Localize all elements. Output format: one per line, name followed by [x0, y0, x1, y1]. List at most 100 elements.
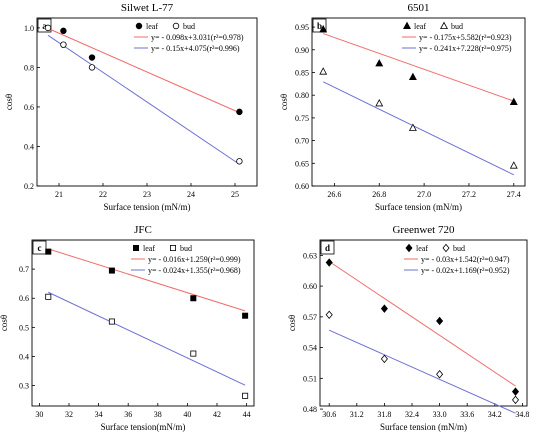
x-tick-label: 27.0 [417, 190, 431, 199]
leaf-point [88, 54, 96, 61]
panel-a: Silwet L-77 a 21 22 23 24 25 0.2 0.4 0.6 0.8 1.0 Sur… [4, 2, 258, 212]
panel-letter: b [317, 21, 322, 31]
x-tick-label: 30.6 [322, 410, 336, 419]
bud-point [408, 123, 417, 131]
y-tick-label: 0.7 [19, 265, 29, 274]
legend-bud-equation: y= - 0.15x+4.075(r²=0.996) [151, 44, 240, 53]
leaf-point [319, 25, 328, 33]
bud-point [511, 395, 520, 405]
leaf-fit-line [48, 248, 246, 312]
y-tick-label: 0.65 [295, 159, 309, 168]
x-tick-label: 38 [154, 410, 162, 419]
bud-point [380, 354, 388, 364]
leaf-point [236, 108, 243, 116]
x-tick-label: 30 [35, 410, 43, 419]
bud-fit-line [322, 81, 515, 176]
leaf-point [45, 248, 52, 255]
panel-letter: a [42, 21, 47, 31]
leaf-point [325, 258, 333, 267]
x-tick-label: 31.8 [377, 410, 391, 419]
x-axis-label: Surface tension (mN/m) [104, 202, 191, 212]
leaf-point [190, 295, 197, 302]
y-tick-label: 0.80 [295, 91, 309, 100]
x-tick-label: 27.2 [462, 190, 476, 199]
legend-bud-equation: y= - 0.024x+1.355(r²=0.968) [148, 266, 241, 275]
panel-letter-box [320, 240, 335, 255]
x-tick-label: 40 [183, 410, 191, 419]
bud-point [190, 350, 197, 357]
y-tick-label: 0.51 [303, 374, 317, 383]
x-tick-label: 36 [124, 410, 132, 419]
panel-letter: d [325, 243, 330, 253]
plot-frame [311, 17, 526, 187]
y-tick-label: 0.60 [303, 282, 317, 291]
y-axis-label: cosθ [287, 315, 297, 331]
leaf-point [408, 72, 417, 81]
x-tick-label: 33.0 [433, 410, 447, 419]
legend-bud-marker [442, 243, 450, 253]
x-tick-label: 34.2 [488, 410, 502, 419]
legend-bud-equation: y= - 0.241x+7.228(r²=0.975) [419, 44, 512, 53]
bud-point [325, 310, 333, 320]
legend-bud-label: bud [180, 244, 192, 253]
y-axis-label: cosθ [4, 94, 14, 110]
legend-bud-label: bud [183, 22, 195, 31]
x-axis-label: Surface tension (mN/m) [375, 202, 462, 212]
x-tick-label: 34.8 [515, 410, 529, 419]
bud-point [108, 318, 115, 325]
y-tick-label: 0.95 [295, 23, 309, 32]
leaf-point [436, 316, 444, 326]
x-tick-label: 26.6 [327, 190, 341, 199]
bud-point [242, 392, 249, 399]
x-axis-label: Surface tension(mN/m) [101, 422, 186, 432]
y-tick-label: 0.2 [24, 182, 34, 191]
y-tick-label: 0.6 [24, 103, 34, 112]
y-tick-label: 0.75 [295, 114, 309, 123]
y-tick-label: 0.4 [19, 352, 29, 361]
leaf-point [108, 267, 115, 274]
y-tick-label: 0.54 [303, 344, 317, 353]
y-tick-label: 1.0 [24, 24, 34, 33]
legend-leaf-equation: y= - 0.03x+1.542(r²=0.947) [421, 255, 510, 264]
x-tick-label: 24 [187, 190, 195, 199]
bud-point [319, 67, 328, 75]
x-tick-label: 32 [65, 410, 73, 419]
plot-frame [31, 239, 255, 407]
panel-d: Greenwet 720 d 30.6 31.2 31.8 32.4 33.0 33.6 34.… [287, 224, 529, 432]
bud-fit-line [47, 34, 240, 165]
legend-leaf-label: leaf [414, 22, 426, 31]
y-tick-label: 0.90 [295, 46, 309, 55]
legend-leaf-marker [405, 243, 413, 253]
legend-leaf-label: leaf [143, 244, 155, 253]
legend-leaf-marker [403, 21, 411, 30]
bud-point [375, 99, 384, 107]
chart-title: Greenwet 720 [392, 224, 455, 236]
leaf-point [375, 59, 384, 67]
x-tick-label: 26.8 [372, 190, 386, 199]
bud-fit-line [48, 291, 246, 386]
chart-title: Silwet L-77 [121, 2, 174, 14]
panel-letter: c [38, 243, 42, 253]
legend-leaf-label: leaf [146, 22, 158, 31]
chart-title: 6501 [408, 2, 430, 14]
y-tick-label: 0.70 [295, 137, 309, 146]
legend-bud-marker [172, 22, 180, 30]
y-tick-label: 0.3 [19, 382, 29, 391]
bud-point [44, 24, 52, 32]
leaf-point [509, 97, 518, 105]
y-tick-label: 0.6 [19, 294, 29, 303]
y-tick-label: 0.85 [295, 68, 309, 77]
leaf-point [242, 312, 249, 319]
bud-point [509, 161, 518, 169]
panel-b: 6501 b 26.6 26.8 27.0 27.2 27.4 0.60 0.65 0.70 0.7… [279, 2, 526, 212]
x-tick-label: 22 [99, 190, 107, 199]
x-tick-label: 42 [213, 410, 221, 419]
leaf-point [380, 304, 388, 313]
x-tick-label: 44 [243, 410, 251, 419]
bud-point [45, 293, 52, 300]
y-tick-label: 0.57 [303, 313, 317, 322]
x-tick-label: 32.4 [405, 410, 419, 419]
leaf-fit-line [323, 33, 514, 102]
y-tick-label: 0.4 [24, 142, 34, 151]
legend-bud-marker [169, 244, 176, 251]
